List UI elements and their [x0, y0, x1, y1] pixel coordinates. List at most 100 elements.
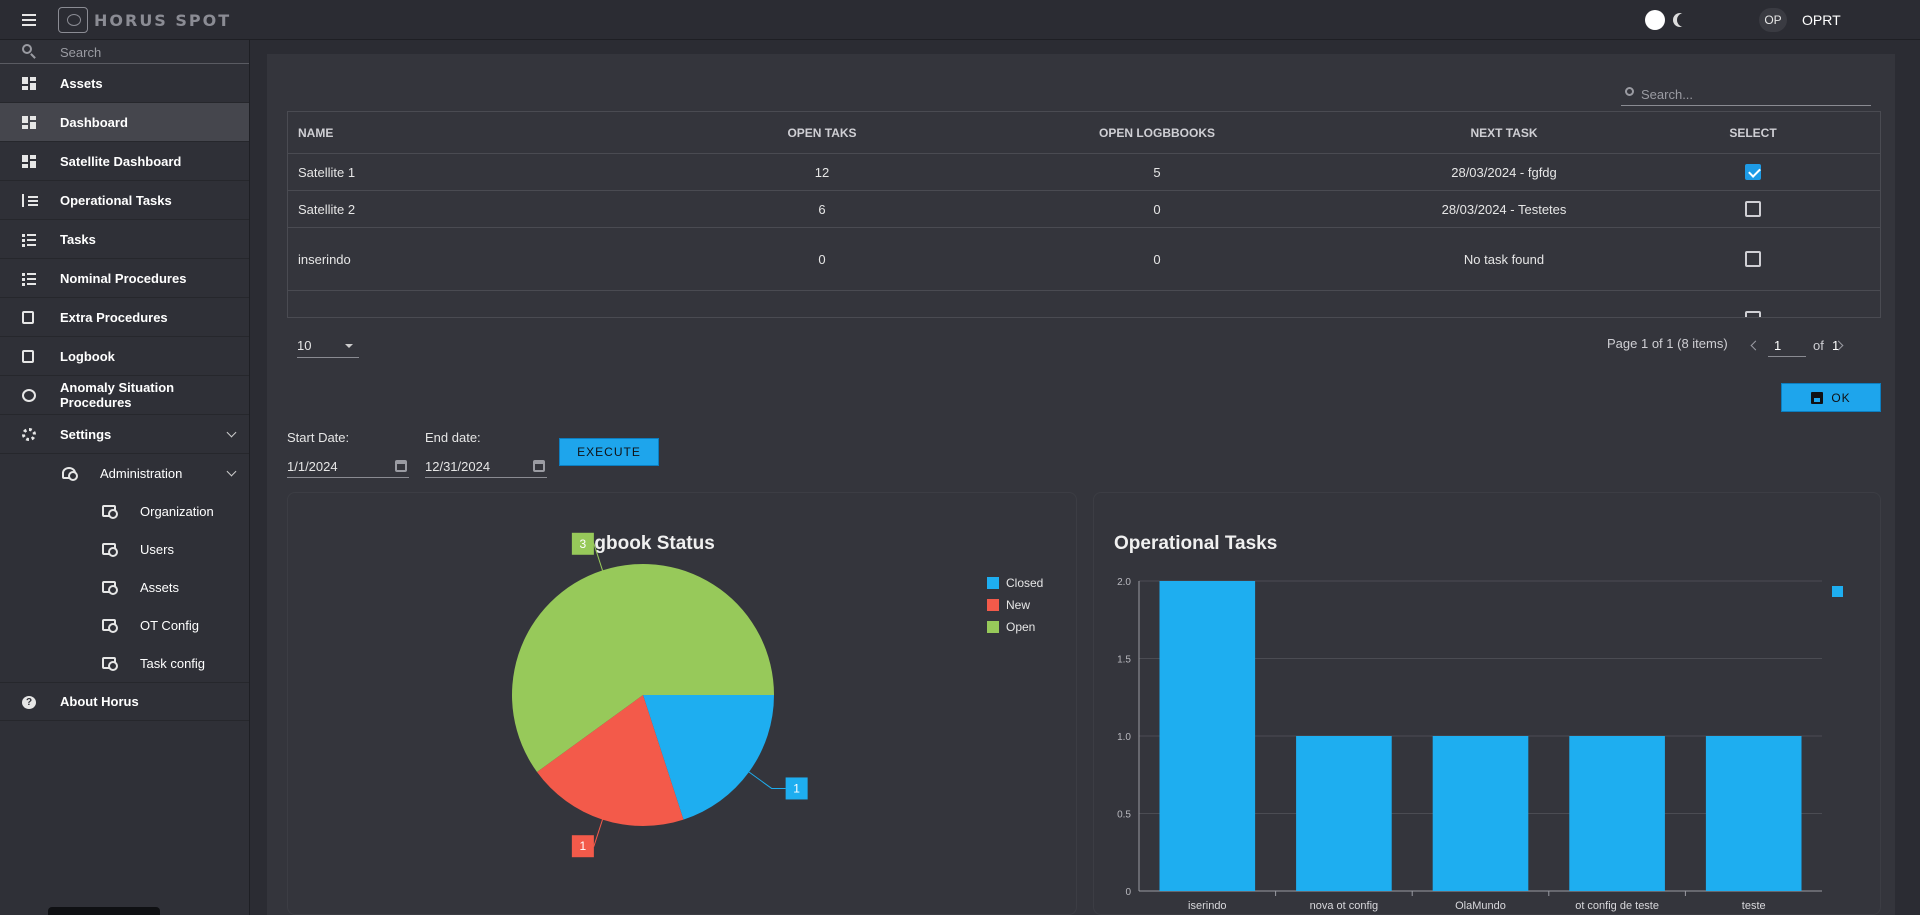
folder-settings-icon: [102, 505, 118, 519]
sidebar-item-dashboard[interactable]: Dashboard: [0, 103, 249, 142]
table-row[interactable]: inserindo 0 0 No task found: [288, 228, 1880, 291]
app-logo: HORUS SPOT: [58, 6, 231, 34]
logbook-pie-chart: 1 1 3 Closed New Open: [512, 532, 1043, 858]
page-size-select[interactable]: 10: [297, 336, 359, 358]
sidebar-item-administration[interactable]: Administration: [0, 454, 249, 492]
search-icon: [1625, 87, 1634, 96]
calendar-icon[interactable]: [395, 460, 407, 472]
logo-icon: [58, 7, 88, 33]
select-checkbox[interactable]: [1745, 164, 1761, 180]
sidebar-item-organization[interactable]: Organization: [0, 492, 249, 530]
sidebar-item-operational-tasks[interactable]: Operational Tasks: [0, 181, 249, 220]
satellite-table: NAME OPEN TAKS OPEN LOGBBOOKS NEXT TASK …: [287, 111, 1881, 318]
sidebar-scrollbar[interactable]: [48, 907, 160, 915]
cell-select: [1628, 191, 1878, 227]
caret-down-icon: [345, 344, 353, 348]
x-tick-label: ot config de teste: [1575, 900, 1659, 912]
column-header-name[interactable]: NAME: [298, 125, 334, 140]
hamburger-menu-icon[interactable]: [18, 11, 40, 29]
column-header-open-tasks[interactable]: OPEN TAKS: [787, 125, 857, 140]
sidebar-item-assets[interactable]: Assets: [0, 64, 249, 103]
sidebar-item-label: About Horus: [60, 694, 139, 709]
start-date-label: Start Date:: [287, 430, 350, 445]
bar-ot-config-de-teste[interactable]: [1569, 736, 1665, 891]
chevron-left-icon[interactable]: [1750, 340, 1761, 351]
folder-settings-icon: [102, 619, 118, 633]
calendar-icon[interactable]: [533, 460, 545, 472]
y-tick-label: 2.0: [1117, 577, 1131, 588]
gear-icon: [22, 428, 36, 441]
avatar[interactable]: OP: [1759, 8, 1787, 32]
page-total: 1: [1832, 338, 1840, 353]
table-row[interactable]: Satellite 2 6 0 28/03/2024 - Testetes: [288, 191, 1880, 228]
chevron-down-icon: [226, 427, 237, 438]
execute-button[interactable]: EXECUTE: [559, 438, 659, 466]
legend-swatch[interactable]: [1832, 586, 1843, 597]
sidebar-item-tasks[interactable]: Tasks: [0, 220, 249, 259]
start-date-value: 1/1/2024: [287, 459, 338, 474]
sidebar-item-label: Operational Tasks: [60, 192, 172, 208]
sidebar-item-extra-procedures[interactable]: Extra Procedures: [0, 298, 249, 337]
theme-toggle[interactable]: [1645, 10, 1691, 30]
user-name[interactable]: OPRT: [1802, 12, 1841, 28]
select-checkbox[interactable]: [1745, 311, 1761, 317]
pie-slice-open[interactable]: [512, 564, 774, 772]
grid-icon: [22, 116, 36, 129]
sidebar-item-about[interactable]: ? About Horus: [0, 682, 249, 721]
table-search-input[interactable]: [1641, 85, 1861, 103]
x-tick-label: nova ot config: [1310, 900, 1379, 912]
cell-select: [1628, 154, 1878, 190]
table-row[interactable]: Satellite 1 12 5 28/03/2024 - fgfdg: [288, 154, 1880, 191]
sidebar-item-logbook[interactable]: Logbook: [0, 337, 249, 376]
sidebar-item-label: Organization: [140, 503, 214, 519]
table-row-partial[interactable]: [288, 291, 1880, 317]
sidebar-item-satellite-dashboard[interactable]: Satellite Dashboard: [0, 142, 249, 181]
document-icon: [22, 311, 34, 324]
sidebar-item-task-config[interactable]: Task config: [0, 644, 249, 682]
operational-tasks-card: Operational Tasks 0 0.5 1.0 1.5 2.0 iserindo n…: [1093, 492, 1881, 915]
grid-icon: [22, 77, 36, 90]
bar-teste[interactable]: [1705, 736, 1802, 891]
bar-olamundo[interactable]: [1432, 736, 1529, 891]
pie-data-label-open: 3: [580, 537, 587, 551]
sidebar: Assets Dashboard Satellite Dashboard Ope…: [0, 40, 250, 915]
sidebar-item-label: Settings: [60, 426, 112, 442]
column-header-select[interactable]: SELECT: [1729, 125, 1777, 140]
sidebar-search-input[interactable]: [60, 42, 240, 62]
legend-label-open[interactable]: Open: [1006, 620, 1035, 634]
help-icon: ?: [22, 696, 36, 709]
sidebar-item-admin-assets[interactable]: Assets: [0, 568, 249, 606]
column-header-next-task[interactable]: NEXT TASK: [1470, 125, 1538, 140]
start-date-input[interactable]: 1/1/2024: [287, 456, 409, 478]
table-search: [1621, 82, 1871, 106]
logbook-status-card: Logbook Status 1 1 3 Closed New Open: [287, 492, 1077, 915]
legend-swatch-open: [987, 621, 999, 633]
sidebar-item-label: Extra Procedures: [60, 309, 168, 325]
sidebar-item-users[interactable]: Users: [0, 530, 249, 568]
cell-open-tasks: 0: [818, 251, 826, 267]
select-checkbox[interactable]: [1745, 251, 1761, 267]
sidebar-item-ot-config[interactable]: OT Config: [0, 606, 249, 644]
sidebar-item-nominal-procedures[interactable]: Nominal Procedures: [0, 259, 249, 298]
bar-iserindo[interactable]: [1159, 581, 1256, 891]
page-number-input[interactable]: 1: [1768, 335, 1806, 357]
sidebar-item-label: Task config: [140, 655, 206, 671]
end-date-input[interactable]: 12/31/2024: [425, 456, 547, 478]
bar-nova-ot-config[interactable]: [1296, 736, 1392, 891]
page-size-value: 10: [297, 338, 312, 353]
pie-slice-closed[interactable]: [643, 695, 774, 820]
legend-label-closed[interactable]: Closed: [1006, 576, 1043, 590]
chart-title: Logbook Status: [571, 533, 715, 554]
sidebar-item-settings[interactable]: Settings: [0, 415, 249, 454]
cell-open-logbooks: 0: [1153, 201, 1161, 217]
select-checkbox[interactable]: [1745, 201, 1761, 217]
x-tick-label: teste: [1742, 900, 1766, 912]
legend-label-new[interactable]: New: [1006, 598, 1030, 612]
cell-open-tasks: 12: [814, 164, 830, 180]
sidebar-item-anomaly-situation-procedures[interactable]: Anomaly Situation Procedures: [0, 376, 249, 415]
ok-button[interactable]: OK: [1781, 383, 1881, 412]
column-header-open-logbooks[interactable]: OPEN LOGBBOOKS: [1098, 125, 1215, 140]
sidebar-item-label: OT Config: [140, 617, 200, 633]
light-mode-icon: [1645, 10, 1665, 30]
pie-slice-new[interactable]: [537, 695, 684, 826]
